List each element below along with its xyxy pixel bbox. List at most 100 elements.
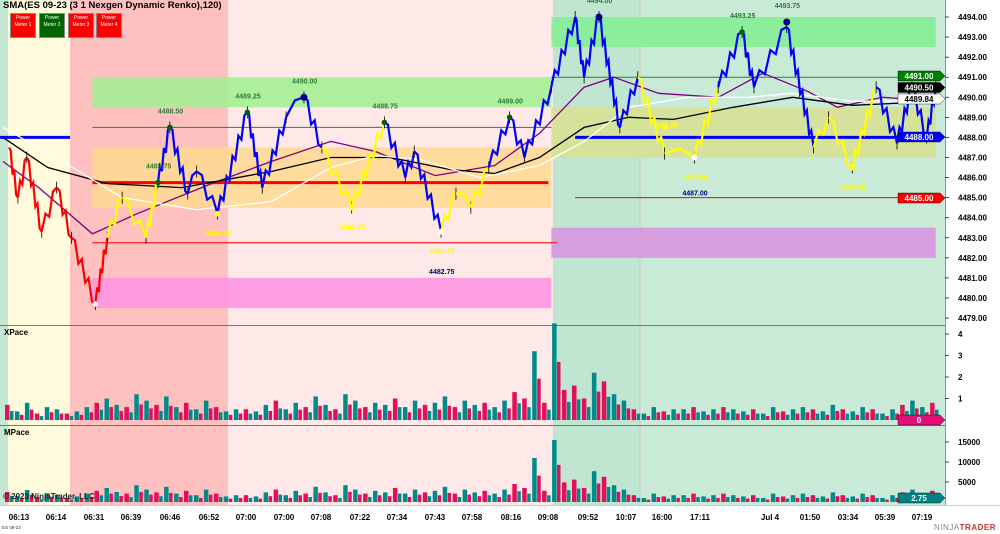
volume-bar [527, 493, 531, 502]
volume-bar [268, 496, 273, 502]
volume-bar [169, 405, 173, 420]
volume-bar [711, 409, 716, 421]
volume-bar [567, 401, 571, 420]
time-axis[interactable] [0, 506, 945, 534]
volume-bar [930, 402, 935, 420]
price-badge [897, 192, 946, 204]
volume-bar [363, 493, 368, 502]
price-badge [897, 131, 946, 143]
volume-bar [477, 411, 481, 420]
swing-label: 4489.25 [235, 93, 260, 100]
volume-bar [432, 490, 438, 502]
ninjatrader-logo: NINJATRADER [934, 523, 996, 532]
volume-bar [139, 404, 143, 420]
price-axis[interactable] [945, 0, 1000, 505]
volume-bar [537, 475, 541, 502]
volume-bar [84, 407, 90, 420]
volume-bar [293, 402, 298, 420]
price-segment [487, 117, 511, 168]
volume-bar [626, 408, 631, 420]
volume-bar [606, 396, 611, 420]
volume-bar [164, 486, 169, 502]
volume-bar [770, 493, 776, 502]
volume-bar [736, 497, 740, 502]
swing-label: 4493.75 [775, 3, 800, 10]
volume-bar [258, 414, 263, 420]
volume-bar [805, 497, 810, 502]
volume-bar [417, 494, 422, 502]
price-badge-label: 4490.50 [905, 84, 934, 93]
power-meter-4[interactable]: Power Meter 4 [96, 13, 122, 38]
swing-labels: 4488.50 4489.25 4490.00 4488.75 4489.00 4494.… [92, 0, 866, 307]
volume-bar [223, 496, 229, 502]
volume-bar [104, 488, 109, 502]
volume-bar [800, 493, 806, 502]
volume-bar [194, 409, 199, 421]
volume-bar [248, 497, 253, 502]
volume-bar [457, 497, 462, 502]
price-tick-label: 4494.00 [958, 13, 987, 22]
volume-bar [860, 407, 865, 420]
volume-bar [169, 492, 173, 502]
price-segment [664, 147, 695, 159]
time-tick-label: 08:16 [501, 513, 522, 522]
volume-bar [184, 490, 189, 502]
power-meter-1[interactable]: Power Meter 1 [10, 13, 36, 38]
volume-bar [258, 498, 263, 502]
volume-bar [109, 407, 113, 420]
price-tick-label: 4484.00 [958, 214, 987, 223]
volume-bar [19, 414, 24, 420]
volume-bar [621, 400, 627, 420]
volume-bar [199, 413, 203, 420]
volume-bar [527, 407, 531, 420]
time-tick-label: 05:39 [875, 513, 896, 522]
volume-bar [596, 483, 601, 502]
volume-bar [397, 407, 402, 420]
swing-label: 4486.25 [840, 185, 865, 192]
price-segment [583, 16, 600, 78]
volume-bar [268, 411, 273, 420]
volume-bar [706, 414, 710, 420]
volume-bar [751, 495, 756, 502]
power-meter-3[interactable]: Power Meter 3 [68, 13, 94, 38]
volume-bar [790, 409, 796, 421]
swing-dot [438, 228, 444, 235]
power-meter-2[interactable]: Power Meter 2 [39, 13, 65, 38]
price-badge-label: 4485.00 [905, 194, 934, 203]
volume-bar [278, 494, 282, 502]
volume-bar [641, 413, 647, 420]
copyright: © 2023 NinjaTrader, LLC [3, 492, 95, 501]
volume-bar [775, 497, 780, 502]
volume-bar [179, 412, 183, 420]
chart-title: SMA(ES 09-23 (3 1 Nexgen Dynamic Renko),… [3, 0, 222, 11]
volume-bar [552, 440, 557, 502]
volume-bar [174, 493, 179, 502]
volume-bar [761, 498, 766, 502]
volume-bar [298, 495, 302, 502]
volume-bar [910, 400, 915, 420]
volume-bar [477, 496, 481, 502]
volume-bar [785, 414, 790, 420]
volume-bar [29, 409, 34, 420]
volume-bar [487, 409, 491, 420]
volume-bar [651, 407, 656, 420]
price-segment [383, 121, 407, 178]
volume-bar [149, 494, 153, 502]
volume-bar [293, 490, 298, 502]
volume-bar [746, 414, 750, 420]
volume-bar [880, 413, 885, 420]
swing-label: 4490.00 [292, 78, 317, 85]
zone [551, 227, 936, 258]
price-tick-label: 4483.00 [958, 234, 987, 243]
volume-bar [880, 498, 885, 502]
volume-bar [203, 489, 209, 502]
volume-bar [179, 497, 183, 502]
volume-bar [412, 400, 418, 420]
zones [92, 17, 936, 309]
volume-bar [636, 413, 641, 420]
volume-bar [392, 398, 398, 420]
time-tick-label: 10:07 [616, 513, 637, 522]
volume-bar [517, 403, 521, 420]
price-badge [897, 492, 946, 504]
